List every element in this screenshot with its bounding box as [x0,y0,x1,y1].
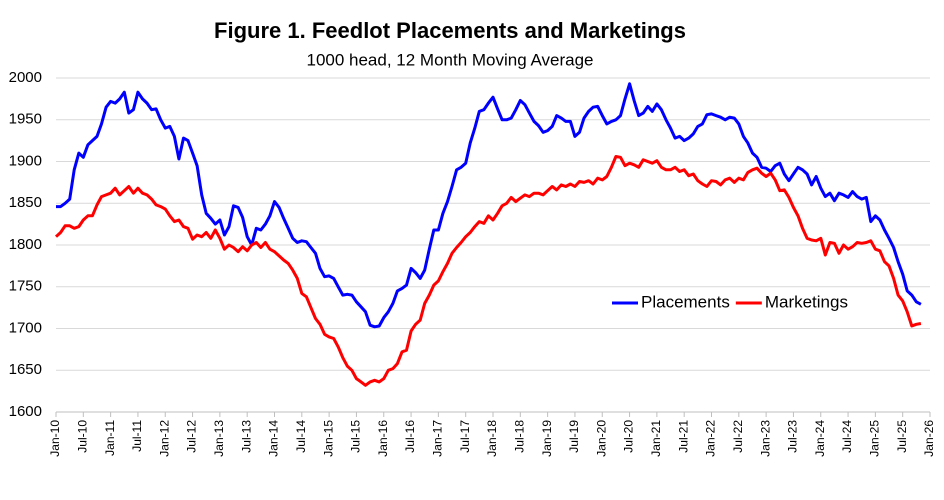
x-tick-label: Jul-13 [239,420,253,453]
x-tick-label: Jul-21 [676,420,690,453]
x-tick-label: Jul-14 [294,420,308,453]
legend-label: Marketings [765,292,848,311]
x-tick-label: Jul-24 [840,420,854,453]
series-line [56,82,922,329]
x-tick-label: Jan-18 [485,420,499,457]
x-tick-label: Jan-24 [813,420,827,457]
x-tick-label: Jan-20 [594,420,608,457]
y-tick-label: 1850 [9,194,42,211]
chart-title: Figure 1. Feedlot Placements and Marketi… [214,18,686,43]
series-line [54,155,922,387]
x-tick-label: Jul-12 [185,420,199,453]
x-tick-label: Jul-16 [403,420,417,453]
x-tick-label: Jul-22 [731,420,745,453]
y-tick-label: 1750 [9,278,42,295]
x-tick-label: Jan-25 [868,420,882,457]
y-tick-label: 1800 [9,236,42,253]
x-tick-label: Jul-20 [622,420,636,453]
y-tick-label: 1900 [9,152,42,169]
y-tick-label: 1950 [9,111,42,128]
x-tick-label: Jan-22 [704,420,718,457]
x-tick-label: Jan-11 [103,420,117,456]
x-tick-label: Jan-12 [157,420,171,457]
x-tick-label: Jul-19 [567,420,581,453]
x-tick-label: Jan-15 [321,420,335,457]
x-tick-label: Jan-21 [649,420,663,457]
x-tick-label: Jul-11 [130,420,144,452]
y-tick-label: 1650 [9,361,42,378]
x-tick-label: Jan-10 [48,420,62,457]
y-tick-label: 1700 [9,319,42,336]
chart-subtitle: 1000 head, 12 Month Moving Average [306,50,593,69]
x-tick-label: Jan-23 [758,420,772,457]
x-tick-label: Jul-23 [786,420,800,453]
x-tick-label: Jul-15 [349,420,363,453]
x-tick-label: Jan-26 [922,420,936,457]
y-tick-label: 1600 [9,403,42,420]
x-tick-label: Jul-10 [75,420,89,453]
y-tick-label: 2000 [9,69,42,86]
x-tick-label: Jul-18 [512,420,526,453]
x-tick-label: Jan-16 [376,420,390,457]
x-tick-label: Jul-17 [458,420,472,453]
x-tick-label: Jan-13 [212,420,226,457]
x-tick-label: Jan-14 [267,420,281,457]
x-tick-label: Jan-19 [540,420,554,457]
legend-label: Placements [641,292,730,311]
x-tick-label: Jul-25 [895,420,909,453]
x-tick-label: Jan-17 [431,420,445,457]
